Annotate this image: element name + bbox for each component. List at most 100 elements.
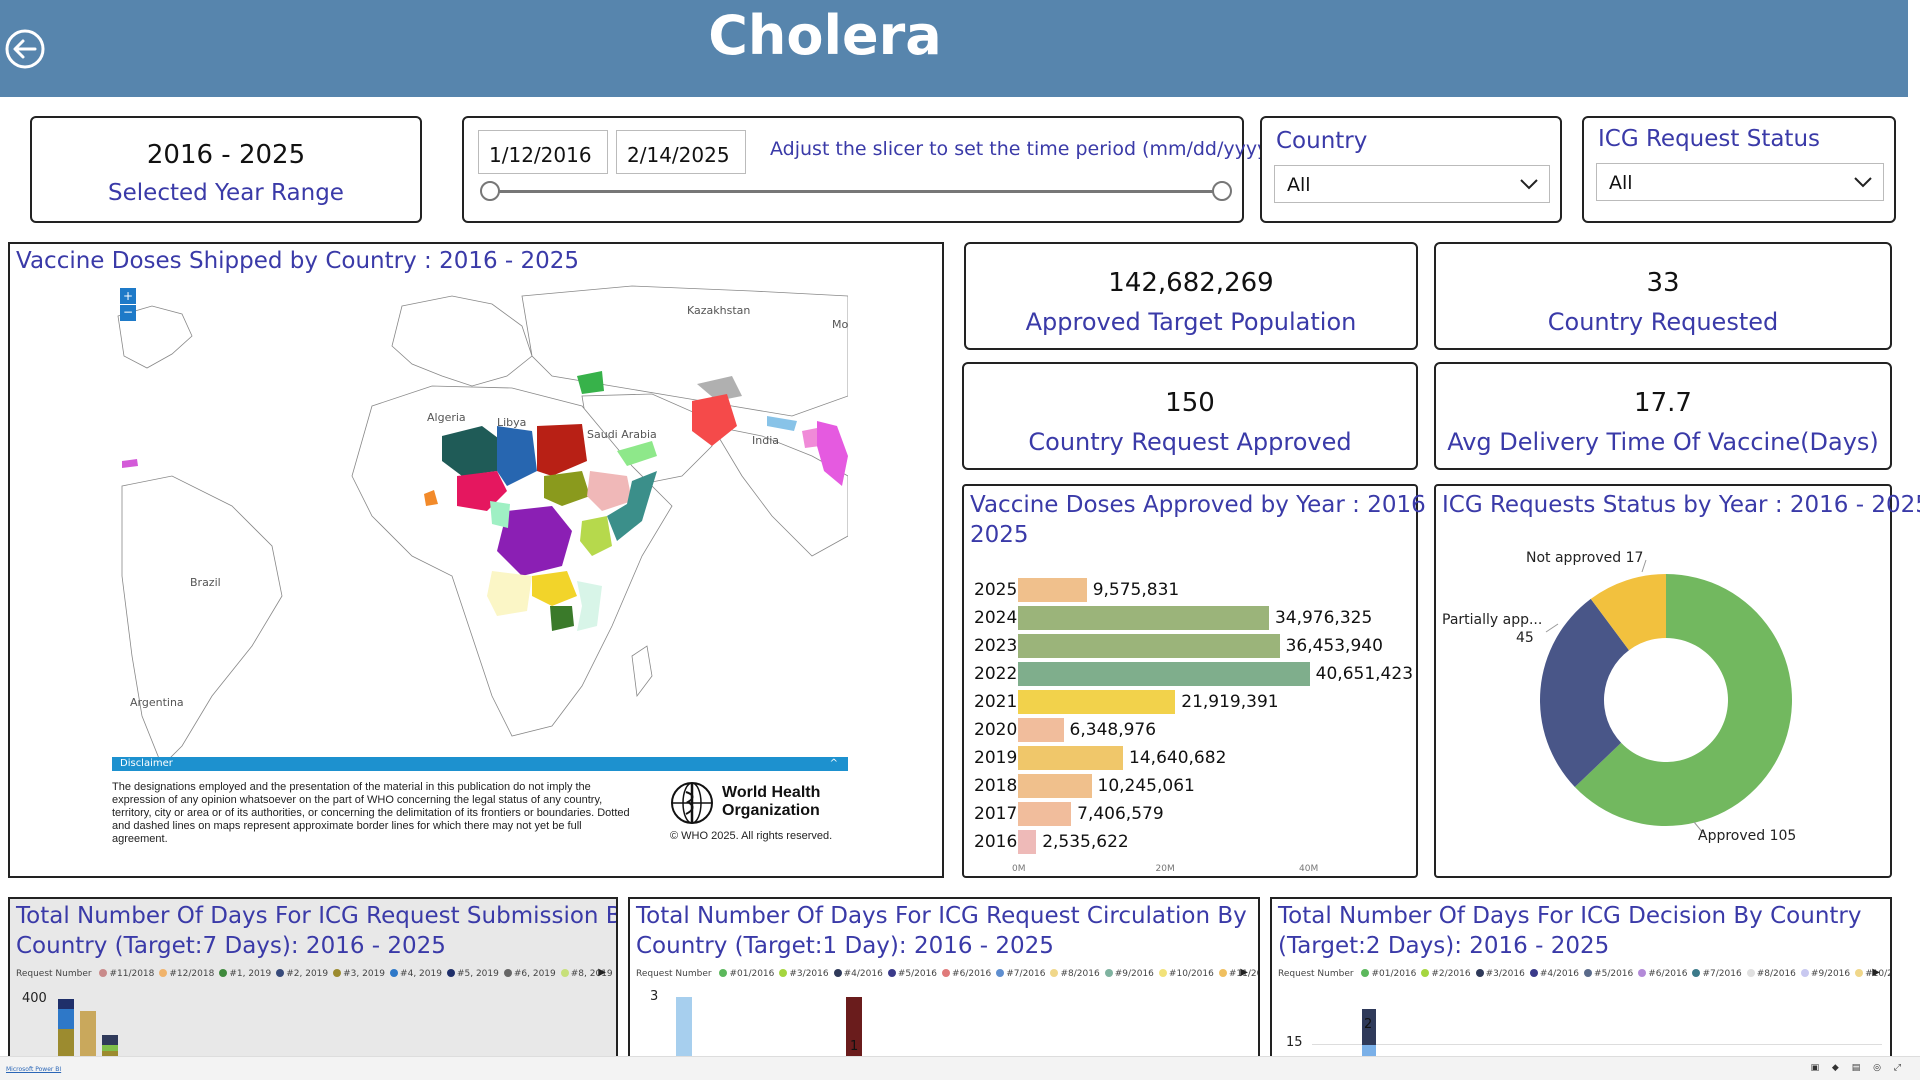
decision-chart-legend[interactable]: Request Number #01/2016 #2/2016 #3/2016 #4/… [1278,969,1890,979]
legend-item-label: #9/2016 [1114,969,1154,979]
map-region-cameroon[interactable] [490,501,510,528]
legend-item-label: #6, 2019 [513,969,556,979]
kpi-label: Country Requested [1547,308,1779,336]
end-date-input[interactable]: 2/14/2025 [616,130,746,174]
icg-status-donut-chart[interactable] [1436,486,1894,880]
legend-item-label: #4, 2019 [400,969,442,979]
map-region-kenya[interactable] [580,516,612,556]
legend-item-label: #01/2016 [1371,969,1417,979]
map-region-haiti[interactable] [122,459,138,468]
stacked-bar[interactable] [102,1035,118,1056]
map-region-drc[interactable] [497,506,572,576]
map-region-pakistan[interactable] [692,394,737,446]
power-bi-link[interactable]: Microsoft Power BI [6,1066,62,1073]
bar[interactable] [1018,690,1176,714]
map-region-mali[interactable] [442,426,502,476]
map-region-chad[interactable] [537,424,587,476]
bar[interactable] [1018,830,1037,854]
map-region-niger[interactable] [497,426,537,486]
map-region-bangladesh[interactable] [802,428,820,448]
leader-line [1641,559,1647,573]
submission-chart-legend[interactable]: Request Number #11/2018 #12/2018 #1, 2019 #… [16,969,616,979]
bar[interactable] [1018,746,1124,770]
icg-status-dropdown[interactable]: All [1596,163,1884,201]
bar[interactable] [1018,718,1064,742]
map-region-afghanistan[interactable] [697,376,742,401]
legend-item-label: #3, 2019 [343,969,386,979]
date-slider-end-handle[interactable] [1212,181,1232,201]
map-zoom-in-button[interactable]: + [120,288,136,304]
map-title: Vaccine Doses Shipped by Country : 2016 … [16,248,580,274]
who-copyright: © WHO 2025. All rights reserved. [670,830,833,842]
legend-title: Request Number [1278,969,1354,979]
bar[interactable] [1018,774,1092,798]
bar[interactable] [1018,578,1087,602]
chevron-right-icon[interactable]: ▶ [1872,967,1880,978]
footer-bar: Microsoft Power BI ▣ ◆ ▤ ◎ ⤢ [0,1056,1920,1080]
legend-swatch [1218,969,1227,977]
circulation-chart-legend[interactable]: Request Number #01/2016 #3/2016 #4/2016 #5/… [636,969,1258,979]
country-filter-card: Country All [1260,116,1562,223]
map-region-syria[interactable] [577,371,604,394]
leader-line [1545,623,1559,633]
chevron-down-icon [1854,177,1872,188]
bar[interactable] [846,997,862,1056]
chevron-right-icon[interactable]: ▶ [1240,967,1248,978]
world-map[interactable]: Kazakhstan Mo Algeria Libya Saudi Arabia… [112,276,848,766]
bar[interactable] [1018,802,1072,826]
y-axis-tick: 400 [22,991,47,1006]
map-region-south-sudan[interactable] [544,471,590,506]
who-name-line2: Organization [722,802,820,819]
bar[interactable] [676,997,692,1056]
bar-value-label: 40,651,423 [1315,664,1414,684]
stacked-bar[interactable] [1362,1009,1376,1056]
bar-data-label: 1 [850,1039,859,1054]
bar-value-label: 21,919,391 [1181,692,1279,712]
donut-slice[interactable] [1574,574,1792,826]
map-region-mozambique[interactable] [577,581,602,631]
legend-item-label: #8/2016 [1756,969,1796,979]
back-arrow-icon[interactable] [4,28,46,70]
legend-item-label: #2/2016 [1431,969,1471,979]
donut-slice[interactable] [1590,574,1666,651]
map-label-india: India [752,434,779,447]
bar[interactable] [1018,606,1269,630]
map-region-nigeria[interactable] [457,471,507,511]
country-dropdown[interactable]: All [1274,165,1550,203]
legend-item-label: #01/2016 [729,969,775,979]
kpi-value: 33 [1646,268,1680,298]
map-region-zimbabwe[interactable] [550,606,574,631]
legend-swatch [1692,969,1701,977]
date-slider-start-handle[interactable] [480,181,500,201]
map-region-yemen[interactable] [617,441,657,466]
map-region-nepal[interactable] [767,416,797,431]
legend-swatch [942,969,951,977]
map-region-angola[interactable] [487,571,532,616]
date-slider-track[interactable] [492,190,1228,193]
bar-year-label: 2025 [974,580,1018,600]
stacked-bar[interactable] [58,999,74,1056]
map-zoom-out-button[interactable]: − [120,305,136,321]
bar-year-label: 2016 [974,832,1018,852]
bar-year-label: 2017 [974,804,1018,824]
chevron-right-icon[interactable]: ▶ [598,967,606,978]
bar[interactable] [1018,634,1280,658]
share-icons[interactable]: ▣ ◆ ▤ ◎ ⤢ [1810,1063,1906,1073]
map-region-sierra-leone[interactable] [424,490,438,506]
legend-title: Request Number [636,969,712,979]
stacked-bar[interactable] [80,1011,96,1056]
kpi-card-request-approved: 150 Country Request Approved [962,362,1418,470]
map-region-myanmar[interactable] [817,421,848,486]
map-region-zambia[interactable] [532,571,577,606]
map-region-ethiopia[interactable] [587,471,632,511]
map-region-somalia[interactable] [607,471,657,541]
legend-item-label: #11/2016 [1228,969,1258,979]
legend-swatch [1800,969,1809,977]
legend-swatch [1584,969,1593,977]
doses-bar-chart[interactable]: 2025 9,575,831 2024 34,976,325 2023 36,453,94… [964,566,1420,874]
bar[interactable] [1018,662,1310,686]
disclaimer-header[interactable]: Disclaimer ^ [112,757,848,771]
donut-slice[interactable] [1540,598,1629,787]
start-date-input[interactable]: 1/12/2016 [478,130,608,174]
bar-value-label: 34,976,325 [1274,608,1373,628]
